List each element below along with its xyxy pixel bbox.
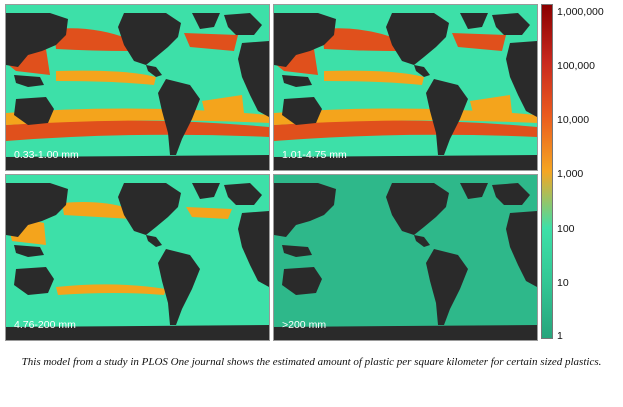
land-eurasia xyxy=(274,13,336,67)
land-eurasia xyxy=(6,13,68,67)
land-antarctica xyxy=(274,325,537,340)
land-greenland xyxy=(192,13,220,29)
land-africa xyxy=(506,211,537,287)
world-map xyxy=(6,5,269,170)
map-panel-0-33-1-00-mm: 0.33-1.00 mm xyxy=(5,4,270,171)
world-map xyxy=(274,175,537,340)
land-central-america xyxy=(414,65,430,77)
land-antarctica xyxy=(6,325,269,340)
land-europe xyxy=(224,183,262,205)
land-europe xyxy=(492,183,530,205)
land-greenland xyxy=(460,13,488,29)
land-indonesia xyxy=(14,245,44,257)
concentration-orange-south-band xyxy=(6,108,269,125)
concentration-red-north-pacific xyxy=(322,28,402,51)
concentration-orange-south-band xyxy=(274,108,537,125)
land-south-america xyxy=(426,79,468,155)
concentration-red-north-pacific xyxy=(54,28,134,51)
map-panel-over-200-mm: >200 mm xyxy=(273,174,538,341)
land-australia xyxy=(282,97,322,125)
land-greenland xyxy=(460,183,488,199)
figure-caption: This model from a study in PLOS One jour… xyxy=(21,356,602,368)
concentration-red-south-band xyxy=(274,120,537,141)
land-south-america xyxy=(158,249,200,325)
land-antarctica xyxy=(6,155,269,170)
concentration-orange-south-atlantic xyxy=(202,95,244,117)
land-indonesia xyxy=(282,245,312,257)
legend-tick-10000: 10,000 xyxy=(557,114,590,126)
land-north-america xyxy=(386,183,449,235)
world-map xyxy=(274,5,537,170)
legend-tick-10: 10 xyxy=(557,277,569,289)
legend-tick-1000: 1,000 xyxy=(557,168,584,180)
land-europe xyxy=(492,13,530,35)
land-north-america xyxy=(118,183,181,235)
legend-tick-100: 100 xyxy=(557,223,575,235)
panel-label: 0.33-1.00 mm xyxy=(14,149,79,161)
map-panel-4-76-200-mm: 4.76-200 mm xyxy=(5,174,270,341)
land-indonesia xyxy=(282,75,312,87)
concentration-orange-equator xyxy=(56,70,156,85)
concentration-red-south-band xyxy=(6,120,269,141)
concentration-orange-south-atlantic xyxy=(470,95,512,117)
land-north-america xyxy=(118,13,181,65)
legend-tick-1: 1 xyxy=(557,330,563,342)
land-central-america xyxy=(414,235,430,247)
land-indonesia xyxy=(14,75,44,87)
panel-label: >200 mm xyxy=(282,319,327,331)
land-africa xyxy=(506,41,537,117)
concentration-red-north-atlantic xyxy=(452,33,506,51)
land-north-america xyxy=(386,13,449,65)
land-south-america xyxy=(426,249,468,325)
land-australia xyxy=(14,97,54,125)
land-africa xyxy=(238,41,269,117)
land-africa xyxy=(238,211,269,287)
legend-colorbar xyxy=(541,4,553,339)
concentration-orange-north-atlantic xyxy=(186,207,232,219)
land-australia xyxy=(282,267,322,295)
land-south-america xyxy=(158,79,200,155)
panel-label: 1.01-4.75 mm xyxy=(282,149,347,161)
panel-label: 4.76-200 mm xyxy=(14,319,76,331)
land-australia xyxy=(14,267,54,295)
land-antarctica xyxy=(274,155,537,170)
legend-tick-100000: 100,000 xyxy=(557,60,595,72)
land-eurasia xyxy=(274,183,336,237)
concentration-orange-equator xyxy=(324,70,424,85)
land-central-america xyxy=(146,235,162,247)
legend-tick-1000000: 1,000,000 xyxy=(557,6,604,18)
land-europe xyxy=(224,13,262,35)
map-panel-1-01-4-75-mm: 1.01-4.75 mm xyxy=(273,4,538,171)
concentration-orange-south-patch xyxy=(56,284,166,295)
land-eurasia xyxy=(6,183,68,237)
world-map xyxy=(6,175,269,340)
concentration-orange-north-pacific xyxy=(62,202,136,219)
land-central-america xyxy=(146,65,162,77)
land-greenland xyxy=(192,183,220,199)
concentration-red-north-atlantic xyxy=(184,33,238,51)
